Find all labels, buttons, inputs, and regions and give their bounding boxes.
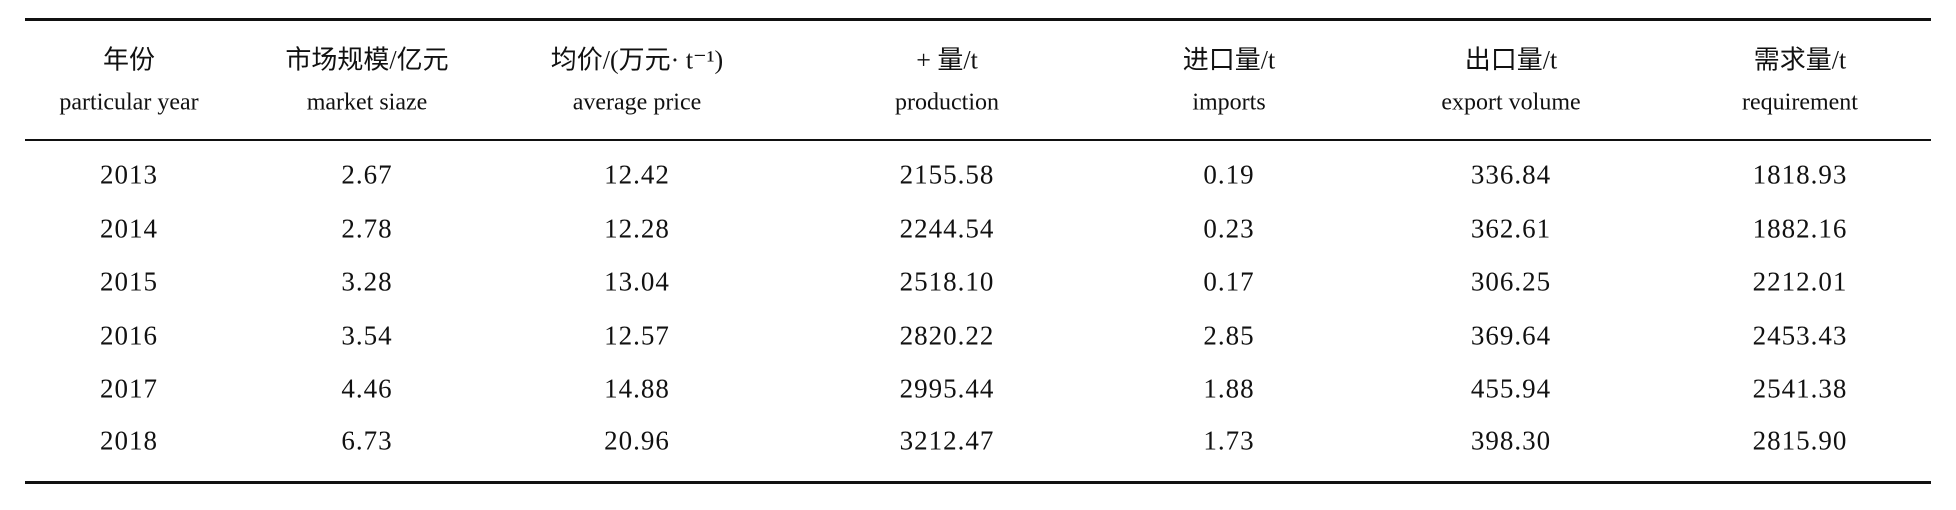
table-cell: 2013: [100, 159, 158, 190]
header-zh: + 量/t: [916, 45, 978, 75]
header-en: export volume: [1441, 89, 1581, 116]
table-cell: 369.64: [1470, 320, 1552, 351]
table-cell: 2815.90: [1752, 425, 1848, 456]
top-rule: [25, 18, 1931, 21]
table-cell: 2212.01: [1752, 266, 1848, 297]
table-cell: 2995.44: [899, 373, 995, 404]
table-cell: 2014: [100, 213, 158, 244]
table-cell: 1.88: [1203, 373, 1255, 404]
table-cell: 2453.43: [1752, 320, 1848, 351]
table-cell: 1.73: [1203, 425, 1255, 456]
header-en: requirement: [1742, 89, 1858, 116]
table-cell: 12.42: [604, 159, 670, 190]
table-cell: 14.88: [604, 373, 670, 404]
table-cell: 3212.47: [899, 425, 995, 456]
table-cell: 2.85: [1203, 320, 1255, 351]
table-cell: 2016: [100, 320, 158, 351]
table-cell: 0.23: [1203, 213, 1255, 244]
header-rule: [25, 139, 1931, 141]
table-cell: 20.96: [604, 425, 670, 456]
table-cell: 398.30: [1470, 425, 1552, 456]
table-cell: 6.73: [341, 425, 393, 456]
table-cell: 2244.54: [899, 213, 995, 244]
table-cell: 2015: [100, 266, 158, 297]
header-zh: 均价/(万元· t⁻¹): [550, 45, 724, 75]
table-cell: 306.25: [1470, 266, 1552, 297]
table-cell: 2820.22: [899, 320, 995, 351]
header-en: imports: [1192, 89, 1266, 116]
table-cell: 2017: [100, 373, 158, 404]
table-cell: 2.78: [341, 213, 393, 244]
table-cell: 4.46: [341, 373, 393, 404]
table-cell: 2155.58: [899, 159, 995, 190]
header-zh: 年份: [102, 45, 156, 75]
table-cell: 0.17: [1203, 266, 1255, 297]
table-cell: 336.84: [1470, 159, 1552, 190]
bottom-rule: [25, 481, 1931, 484]
table-cell: 2.67: [341, 159, 393, 190]
table-cell: 2518.10: [899, 266, 995, 297]
table-cell: 3.28: [341, 266, 393, 297]
header-zh: 市场规模/亿元: [285, 45, 449, 75]
header-zh: 需求量/t: [1753, 45, 1847, 75]
header-en: average price: [572, 89, 702, 116]
table-cell: 12.28: [604, 213, 670, 244]
table-cell: 455.94: [1470, 373, 1552, 404]
header-zh: 进口量/t: [1182, 45, 1276, 75]
header-en: market siaze: [306, 89, 428, 116]
header-en: particular year: [59, 89, 199, 116]
table-cell: 13.04: [604, 266, 670, 297]
header-zh: 出口量/t: [1464, 45, 1558, 75]
header-en: production: [895, 89, 999, 116]
table-cell: 362.61: [1470, 213, 1552, 244]
table-cell: 2018: [100, 425, 158, 456]
table-cell: 2541.38: [1752, 373, 1848, 404]
table-cell: 3.54: [341, 320, 393, 351]
table-cell: 12.57: [604, 320, 670, 351]
table-cell: 1882.16: [1752, 213, 1848, 244]
table-cell: 1818.93: [1752, 159, 1848, 190]
table-cell: 0.19: [1203, 159, 1255, 190]
